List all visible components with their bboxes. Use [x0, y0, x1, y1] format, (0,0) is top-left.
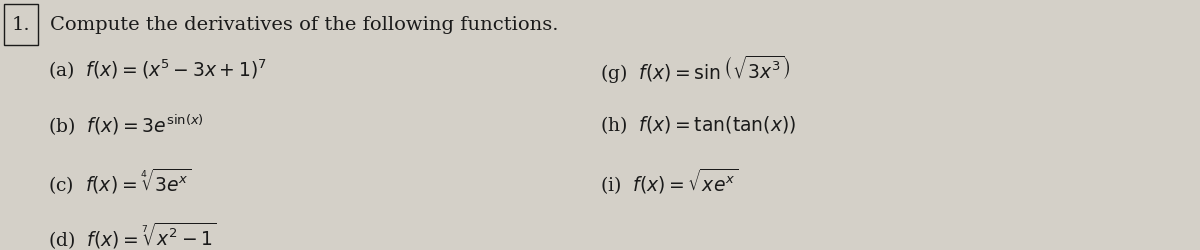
Text: 1.: 1.: [12, 16, 30, 34]
Text: (b)  $f(x) = 3e^{\sin(x)}$: (b) $f(x) = 3e^{\sin(x)}$: [48, 112, 204, 138]
Text: (i)  $f(x) = \sqrt{xe^x}$: (i) $f(x) = \sqrt{xe^x}$: [600, 165, 738, 195]
Text: (c)  $f(x) = \sqrt[4]{3e^x}$: (c) $f(x) = \sqrt[4]{3e^x}$: [48, 165, 192, 195]
Text: (d)  $f(x) = \sqrt[7]{x^2 - 1}$: (d) $f(x) = \sqrt[7]{x^2 - 1}$: [48, 220, 217, 250]
Text: (a)  $f(x) = (x^5 - 3x + 1)^7$: (a) $f(x) = (x^5 - 3x + 1)^7$: [48, 58, 268, 82]
Text: Compute the derivatives of the following functions.: Compute the derivatives of the following…: [50, 16, 559, 34]
Text: (h)  $f(x) = \tan(\tan(x))$: (h) $f(x) = \tan(\tan(x))$: [600, 114, 796, 136]
Text: (g)  $f(x) = \sin\left(\sqrt{3x^3}\right)$: (g) $f(x) = \sin\left(\sqrt{3x^3}\right)…: [600, 54, 791, 86]
